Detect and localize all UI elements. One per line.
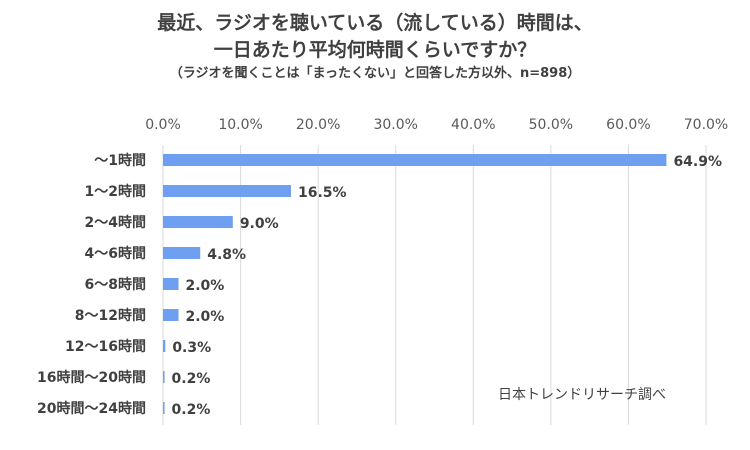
- chart-subtitle: （ラジオを聞くことは「まったくない」と回答した方以外、n=898）: [169, 66, 581, 81]
- category-label: 1〜2時間: [85, 183, 146, 200]
- data-label: 2.0%: [186, 278, 225, 294]
- x-tick-label: 0.0%: [145, 117, 181, 133]
- source-credit: 日本トレンドリサーチ調べ: [498, 387, 666, 403]
- data-label: 0.2%: [172, 402, 211, 418]
- bar: [163, 154, 667, 166]
- data-label: 4.8%: [207, 247, 246, 263]
- bar: [163, 185, 291, 197]
- category-label: 20時間〜24時間: [37, 400, 146, 417]
- bar: [163, 402, 165, 414]
- category-label: 4〜6時間: [85, 245, 146, 262]
- chart-title-line-1: 最近、ラジオを聴いている（流している）時間は、: [157, 12, 593, 34]
- data-label: 2.0%: [186, 309, 225, 325]
- bar: [163, 340, 166, 352]
- bar: [163, 216, 233, 228]
- x-tick-label: 40.0%: [451, 117, 495, 133]
- x-tick-label: 20.0%: [296, 117, 340, 133]
- x-tick-label: 10.0%: [218, 117, 262, 133]
- data-label: 9.0%: [240, 216, 279, 232]
- bar: [163, 371, 165, 383]
- category-label: 8〜12時間: [75, 307, 146, 324]
- data-label: 0.2%: [172, 371, 211, 387]
- x-tick-label: 50.0%: [529, 117, 573, 133]
- category-label: 〜1時間: [94, 152, 146, 169]
- chart-title-block: 最近、ラジオを聴いている（流している）時間は、 一日あたり平均何時間くらいですか…: [0, 10, 750, 84]
- bar: [163, 309, 179, 321]
- data-label: 0.3%: [172, 340, 211, 356]
- bar: [163, 278, 179, 290]
- category-label: 2〜4時間: [85, 214, 146, 231]
- data-label: 64.9%: [673, 154, 722, 170]
- category-label: 12〜16時間: [65, 338, 146, 355]
- chart-title-line-2: 一日あたり平均何時間くらいですか？: [213, 39, 537, 61]
- x-tick-label: 60.0%: [606, 117, 650, 133]
- bar: [163, 247, 201, 259]
- category-label: 6〜8時間: [85, 276, 146, 293]
- x-tick-label: 30.0%: [373, 117, 417, 133]
- category-label: 16時間〜20時間: [37, 369, 146, 386]
- x-tick-label: 70.0%: [684, 117, 728, 133]
- data-label: 16.5%: [298, 185, 347, 201]
